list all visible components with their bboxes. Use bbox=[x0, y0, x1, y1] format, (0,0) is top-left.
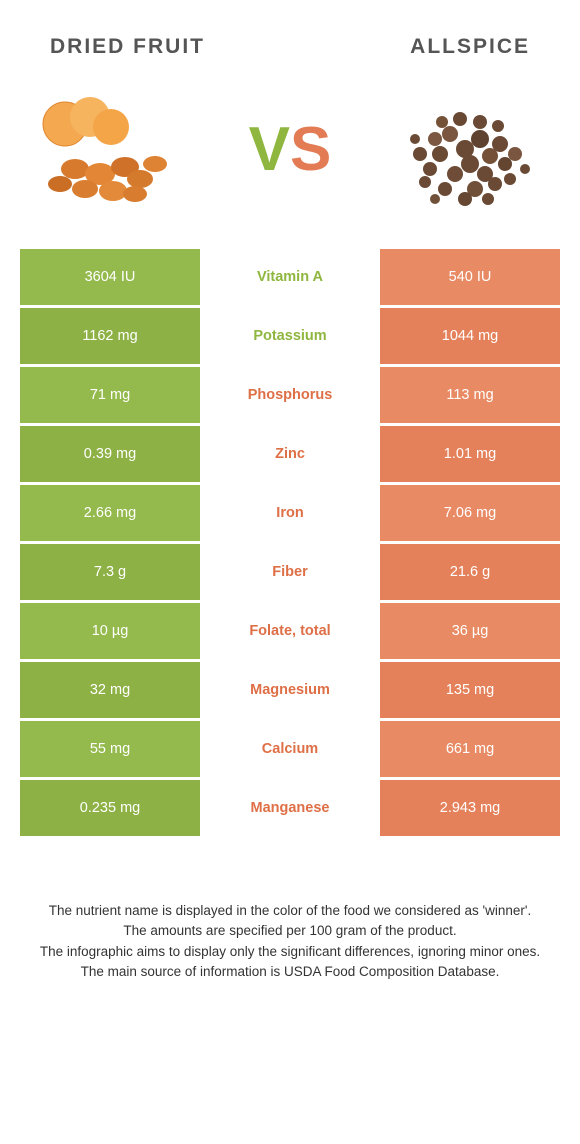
left-value: 1162 mg bbox=[20, 308, 200, 364]
table-row: 7.3 gFiber21.6 g bbox=[20, 544, 560, 600]
left-value: 7.3 g bbox=[20, 544, 200, 600]
left-value: 71 mg bbox=[20, 367, 200, 423]
vs-v-letter: V bbox=[249, 114, 290, 185]
right-food-title: ALLSPICE bbox=[410, 35, 530, 59]
images-row: VS bbox=[20, 79, 560, 249]
footer-notes: The nutrient name is displayed in the co… bbox=[20, 901, 560, 982]
right-value: 36 µg bbox=[380, 603, 560, 659]
right-value: 113 mg bbox=[380, 367, 560, 423]
right-value: 135 mg bbox=[380, 662, 560, 718]
footer-line-3: The infographic aims to display only the… bbox=[38, 942, 542, 962]
left-value: 0.235 mg bbox=[20, 780, 200, 836]
nutrient-name: Zinc bbox=[200, 426, 380, 482]
header-row: DRIED FRUIT ALLSPICE bbox=[20, 20, 560, 79]
left-value: 3604 IU bbox=[20, 249, 200, 305]
right-value: 7.06 mg bbox=[380, 485, 560, 541]
left-value: 32 mg bbox=[20, 662, 200, 718]
footer-line-1: The nutrient name is displayed in the co… bbox=[38, 901, 542, 921]
comparison-table: 3604 IUVitamin A540 IU1162 mgPotassium10… bbox=[20, 249, 560, 836]
table-row: 0.235 mgManganese2.943 mg bbox=[20, 780, 560, 836]
nutrient-name: Folate, total bbox=[200, 603, 380, 659]
left-value: 0.39 mg bbox=[20, 426, 200, 482]
vs-s-letter: S bbox=[290, 114, 331, 185]
table-row: 3604 IUVitamin A540 IU bbox=[20, 249, 560, 305]
allspice-image bbox=[380, 84, 555, 214]
nutrient-name: Manganese bbox=[200, 780, 380, 836]
left-value: 2.66 mg bbox=[20, 485, 200, 541]
table-row: 32 mgMagnesium135 mg bbox=[20, 662, 560, 718]
nutrient-name: Calcium bbox=[200, 721, 380, 777]
left-food-title: DRIED FRUIT bbox=[50, 35, 205, 59]
table-row: 2.66 mgIron7.06 mg bbox=[20, 485, 560, 541]
right-value: 1044 mg bbox=[380, 308, 560, 364]
vs-label: VS bbox=[249, 114, 332, 185]
right-value: 2.943 mg bbox=[380, 780, 560, 836]
table-row: 71 mgPhosphorus113 mg bbox=[20, 367, 560, 423]
footer-line-2: The amounts are specified per 100 gram o… bbox=[38, 921, 542, 941]
nutrient-name: Phosphorus bbox=[200, 367, 380, 423]
right-value: 1.01 mg bbox=[380, 426, 560, 482]
right-value: 21.6 g bbox=[380, 544, 560, 600]
nutrient-name: Vitamin A bbox=[200, 249, 380, 305]
nutrient-name: Iron bbox=[200, 485, 380, 541]
nutrient-name: Fiber bbox=[200, 544, 380, 600]
footer-line-4: The main source of information is USDA F… bbox=[38, 962, 542, 982]
dried-fruit-image bbox=[25, 84, 200, 214]
table-row: 1162 mgPotassium1044 mg bbox=[20, 308, 560, 364]
table-row: 10 µgFolate, total36 µg bbox=[20, 603, 560, 659]
nutrient-name: Potassium bbox=[200, 308, 380, 364]
right-value: 540 IU bbox=[380, 249, 560, 305]
table-row: 0.39 mgZinc1.01 mg bbox=[20, 426, 560, 482]
table-row: 55 mgCalcium661 mg bbox=[20, 721, 560, 777]
left-value: 10 µg bbox=[20, 603, 200, 659]
nutrient-name: Magnesium bbox=[200, 662, 380, 718]
left-value: 55 mg bbox=[20, 721, 200, 777]
right-value: 661 mg bbox=[380, 721, 560, 777]
